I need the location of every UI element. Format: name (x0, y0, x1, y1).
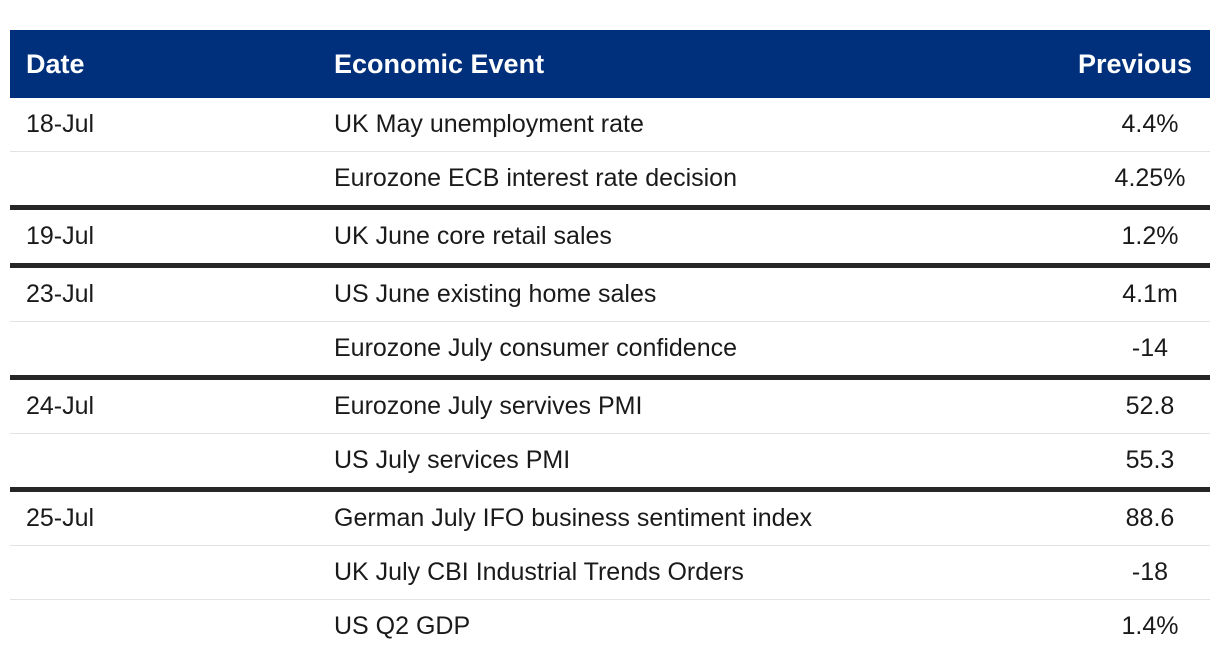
event-cell: UK July CBI Industrial Trends Orders (334, 558, 744, 586)
date-cell: 25-Jul (26, 504, 95, 532)
date-cell: 18-Jul (26, 110, 95, 138)
previous-cell: 52.8 (1125, 392, 1175, 420)
table-row: Eurozone July consumer confidence -14 (10, 321, 1210, 375)
date-cell: 23-Jul (26, 280, 95, 308)
previous-cell: 1.2% (1121, 222, 1179, 250)
table-row: UK July CBI Industrial Trends Orders -18 (10, 545, 1210, 599)
event-cell: US Q2 GDP (334, 612, 471, 640)
table-row: Eurozone ECB interest rate decision 4.25… (10, 151, 1210, 205)
table-row: US July services PMI 55.3 (10, 433, 1210, 487)
table-row: 23-Jul US June existing home sales 4.1m (10, 268, 1210, 321)
table-row: 24-Jul Eurozone July servives PMI 52.8 (10, 380, 1210, 433)
event-cell: UK May unemployment rate (334, 110, 644, 138)
event-cell: UK June core retail sales (334, 222, 612, 250)
previous-cell: 4.1m (1122, 280, 1178, 308)
previous-cell: -14 (1131, 334, 1169, 362)
date-group: 23-Jul US June existing home sales 4.1m … (10, 263, 1210, 375)
event-cell: Eurozone July consumer confidence (334, 334, 738, 362)
date-group: 19-Jul UK June core retail sales 1.2% (10, 205, 1210, 263)
event-cell: US July services PMI (334, 446, 571, 474)
event-cell: Eurozone July servives PMI (334, 392, 643, 420)
date-group: 18-Jul UK May unemployment rate 4.4% Eur… (10, 98, 1210, 205)
event-cell: German July IFO business sentiment index (334, 504, 812, 532)
date-group: 25-Jul German July IFO business sentimen… (10, 487, 1210, 653)
previous-cell: 55.3 (1125, 446, 1175, 474)
event-cell: Eurozone ECB interest rate decision (334, 164, 737, 192)
table-row: US Q2 GDP 1.4% (10, 599, 1210, 653)
header-previous: Previous (1077, 48, 1192, 79)
economic-calendar-table: Date Economic Event Previous 18-Jul UK M… (10, 30, 1210, 653)
date-group: 24-Jul Eurozone July servives PMI 52.8 U… (10, 375, 1210, 487)
table-header: Date Economic Event Previous (10, 30, 1210, 98)
event-cell: US June existing home sales (334, 280, 657, 308)
previous-cell: 4.25% (1114, 164, 1186, 192)
header-economic-event: Economic Event (334, 48, 545, 79)
table-row: 19-Jul UK June core retail sales 1.2% (10, 210, 1210, 263)
table-row: 25-Jul German July IFO business sentimen… (10, 492, 1210, 545)
previous-cell: 4.4% (1121, 110, 1179, 138)
table-row: 18-Jul UK May unemployment rate 4.4% (10, 98, 1210, 151)
previous-cell: 88.6 (1125, 504, 1175, 532)
previous-cell: -18 (1131, 558, 1169, 586)
date-cell: 19-Jul (26, 222, 95, 250)
header-date: Date (26, 48, 85, 79)
previous-cell: 1.4% (1121, 612, 1179, 640)
date-cell: 24-Jul (26, 392, 95, 420)
